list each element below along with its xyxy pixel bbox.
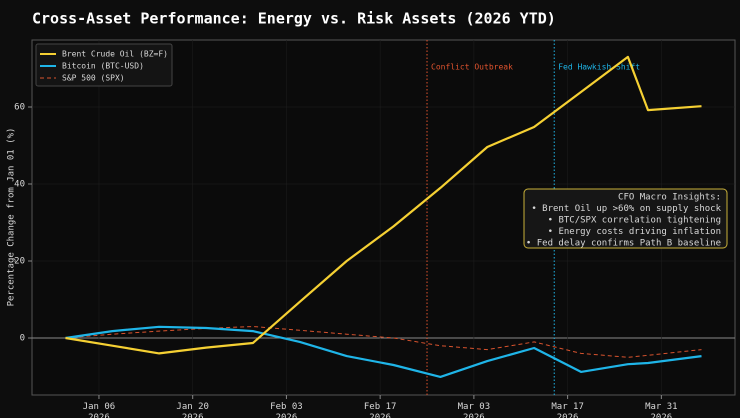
- x-tick-label: Feb 03: [270, 402, 303, 412]
- legend-box: [35, 43, 173, 87]
- legend-label: Bitcoin (BTC-USD): [62, 62, 144, 71]
- insights-line: • Brent Oil up >60% on supply shock: [531, 204, 721, 214]
- legend-label: Brent Crude Oil (BZ=F): [62, 50, 168, 59]
- event-label: Fed Hawkish Shift: [558, 63, 640, 72]
- y-tick-label: 20: [14, 257, 25, 267]
- x-tick-label: 2026: [88, 413, 110, 418]
- x-tick-label: Feb 17: [364, 402, 397, 412]
- y-axis-label: Percentage Change from Jan 01 (%): [7, 128, 17, 307]
- x-tick-label: 2026: [557, 413, 579, 418]
- x-tick-label: Jan 06: [83, 402, 116, 412]
- x-tick-label: 2026: [463, 413, 485, 418]
- legend-label: S&P 500 (SPX): [62, 74, 125, 83]
- series-line: [65, 325, 702, 378]
- y-tick-label: 0: [20, 334, 25, 344]
- insights-box: [523, 188, 728, 249]
- x-tick-label: Mar 31: [645, 402, 678, 412]
- x-tick-label: 2026: [369, 413, 391, 418]
- event-label: Conflict Outbreak: [431, 63, 513, 72]
- y-tick-label: 40: [14, 180, 25, 190]
- x-tick-label: Mar 17: [551, 402, 584, 412]
- insights-line: • Fed delay confirms Path B baseline: [526, 239, 721, 249]
- x-tick-label: 2026: [651, 413, 673, 418]
- insights-line: • Energy costs driving inflation: [548, 227, 721, 237]
- series-line: [65, 55, 702, 355]
- x-tick-label: 2026: [182, 413, 204, 418]
- x-tick-label: 2026: [276, 413, 298, 418]
- insights-title: CFO Macro Insights:: [618, 193, 721, 203]
- x-tick-label: Mar 03: [458, 402, 491, 412]
- x-tick-label: Jan 20: [176, 402, 209, 412]
- y-tick-label: 60: [14, 102, 25, 112]
- insights-line: • BTC/SPX correlation tightening: [548, 216, 721, 226]
- chart-title: Cross-Asset Performance: Energy vs. Risk…: [32, 10, 556, 28]
